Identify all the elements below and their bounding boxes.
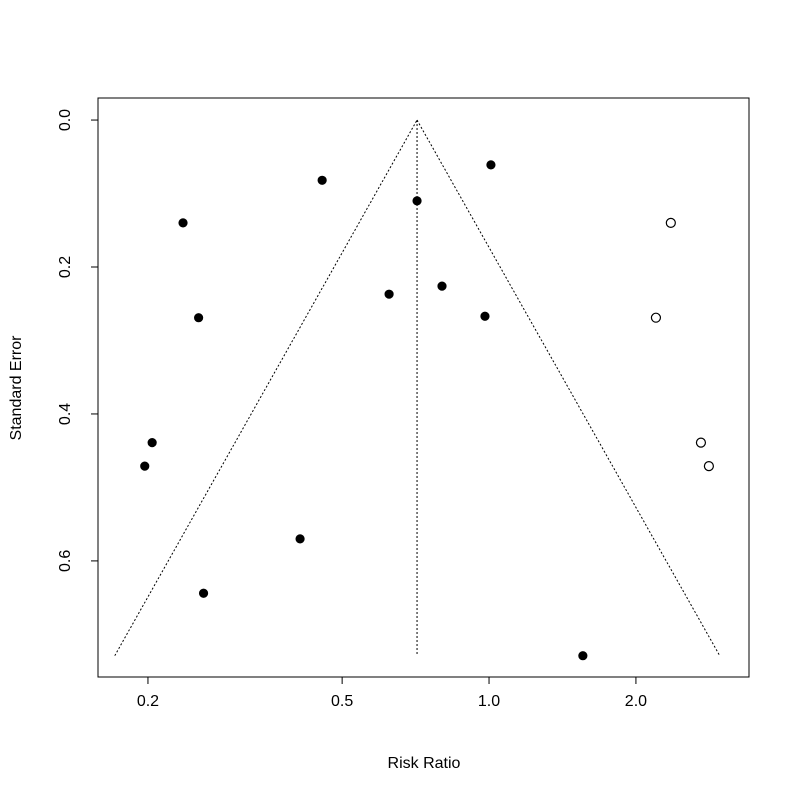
y-axis-label: Standard Error [8, 335, 25, 441]
study-point [140, 461, 150, 471]
plot-box [97, 97, 750, 678]
x-tick-label: 0.5 [331, 693, 353, 710]
x-tick-label: 1.0 [478, 693, 500, 710]
imputed-study-point [650, 312, 662, 323]
y-tick-label: 0.4 [57, 403, 74, 425]
study-point [480, 311, 490, 321]
x-tick-label: 0.2 [137, 693, 159, 710]
study-point [578, 651, 588, 661]
study-point [147, 438, 157, 448]
study-point [317, 175, 327, 185]
funnel-line [416, 119, 721, 656]
funnel-line [114, 119, 418, 656]
study-point [412, 196, 422, 206]
x-tick-label: 2.0 [625, 693, 647, 710]
y-tick-label: 0.0 [57, 109, 74, 131]
study-point [194, 313, 204, 323]
study-point [198, 588, 209, 598]
study-point [295, 534, 305, 544]
imputed-study-point [665, 217, 676, 229]
study-point [486, 160, 496, 170]
x-axis-label: Risk Ratio [388, 755, 461, 772]
study-point [437, 281, 447, 291]
study-point [178, 218, 188, 228]
study-point [384, 289, 394, 299]
imputed-study-point [695, 437, 707, 448]
y-tick-label: 0.6 [57, 550, 74, 572]
imputed-study-point [703, 461, 714, 472]
y-tick-label: 0.2 [57, 256, 74, 278]
